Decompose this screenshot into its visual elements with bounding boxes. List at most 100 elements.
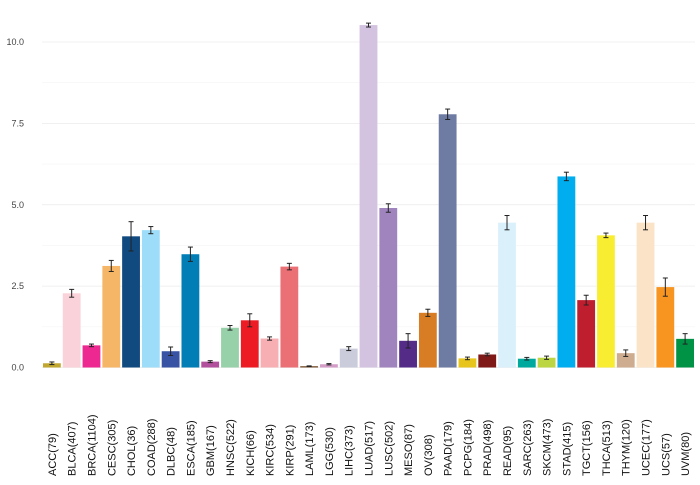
bar xyxy=(122,236,140,368)
error-bar xyxy=(148,226,154,235)
bar xyxy=(82,345,101,368)
bar xyxy=(656,287,675,368)
x-tick-label: UCEC(177) xyxy=(641,419,653,476)
x-tick-label: KIRP(291) xyxy=(284,425,296,476)
error-bar xyxy=(168,346,174,356)
bar xyxy=(676,338,695,368)
bar xyxy=(102,265,121,368)
bar xyxy=(320,364,338,368)
error-bar xyxy=(69,288,75,298)
x-tick-label: MESO(87) xyxy=(403,424,415,476)
x-tick-label: READ(95) xyxy=(502,426,514,476)
error-bar xyxy=(346,346,352,352)
error-bar xyxy=(603,232,609,239)
bar xyxy=(399,340,417,368)
x-tick-label: KIRC(534) xyxy=(265,424,277,476)
bar xyxy=(597,235,615,368)
error-bar xyxy=(306,365,312,368)
bars xyxy=(42,25,695,368)
error-bar xyxy=(583,294,589,306)
x-tick-label: LUAD(517) xyxy=(364,421,376,476)
x-tick-label: GBM(167) xyxy=(205,425,217,476)
y-tick-label: 2.5 xyxy=(11,281,24,291)
error-bar xyxy=(662,277,668,297)
y-axis-ticks: 0.0 2.5 5.0 7.5 10.0 xyxy=(6,37,24,373)
x-tick-label: THYM(120) xyxy=(621,419,633,476)
error-bar xyxy=(366,22,371,28)
error-bars xyxy=(49,22,688,368)
x-tick-label: PCPG(184) xyxy=(462,419,474,476)
error-bar xyxy=(207,360,213,364)
bar xyxy=(418,312,437,368)
bar xyxy=(201,361,220,368)
bar xyxy=(260,338,279,368)
error-bar xyxy=(128,221,134,252)
bar xyxy=(221,327,239,368)
bar xyxy=(280,266,299,368)
bar xyxy=(557,176,576,368)
error-bar xyxy=(643,214,649,231)
bar xyxy=(141,230,160,368)
bar xyxy=(339,348,358,368)
x-tick-label: ACC(79) xyxy=(47,433,59,476)
error-bar xyxy=(504,214,510,231)
y-tick-label: 0.0 xyxy=(11,363,24,373)
y-tick-label: 10.0 xyxy=(6,37,24,47)
error-bar xyxy=(108,259,114,272)
x-tick-label: OV(308) xyxy=(423,434,435,476)
x-tick-label: THCA(513) xyxy=(601,420,613,476)
error-bar xyxy=(682,333,688,345)
error-bar xyxy=(385,203,391,213)
error-bar xyxy=(88,343,94,348)
bar xyxy=(359,25,378,368)
error-bar xyxy=(405,333,411,349)
error-bar xyxy=(247,313,253,328)
bar xyxy=(517,358,536,368)
bar xyxy=(181,254,200,368)
error-bar xyxy=(544,355,550,360)
x-tick-label: KICH(66) xyxy=(245,430,257,476)
x-tick-label: LIHC(373) xyxy=(344,425,356,476)
x-axis-ticks: ACC(79) BLCA(407) BRCA(1104) CESC(305) CHOL(… xyxy=(47,414,692,476)
bar xyxy=(379,208,398,368)
error-bar xyxy=(49,361,55,366)
error-bar xyxy=(326,363,332,366)
x-tick-label: CESC(305) xyxy=(106,420,118,476)
error-bar xyxy=(484,352,490,357)
x-tick-label: BLCA(407) xyxy=(67,422,79,476)
x-tick-label: LGG(530) xyxy=(324,427,336,476)
x-tick-label: CHOL(36) xyxy=(126,426,138,476)
x-tick-label: COAD(288) xyxy=(146,419,158,476)
error-bar xyxy=(267,336,273,341)
x-tick-label: PRAD(498) xyxy=(482,420,494,476)
error-bar xyxy=(425,308,431,317)
x-tick-label: DLBC(48) xyxy=(166,427,178,476)
x-tick-label: UVM(80) xyxy=(680,432,692,476)
bar xyxy=(42,363,61,368)
error-bar xyxy=(187,246,193,262)
bar xyxy=(161,351,180,368)
y-tick-label: 7.5 xyxy=(11,118,24,128)
error-bar xyxy=(524,356,530,361)
bar xyxy=(458,358,477,368)
x-tick-label: ESCA(185) xyxy=(185,420,197,476)
bar xyxy=(478,354,497,368)
error-bar xyxy=(445,108,451,120)
x-tick-label: STAD(415) xyxy=(561,422,573,476)
x-tick-label: SKCM(473) xyxy=(542,419,554,476)
error-bar xyxy=(464,356,470,361)
bar xyxy=(636,222,655,368)
bar xyxy=(498,222,516,368)
x-tick-label: HNSC(522) xyxy=(225,419,237,476)
x-tick-label: LUSC(502) xyxy=(383,421,395,476)
error-bar xyxy=(286,262,292,271)
error-bar xyxy=(227,325,233,331)
x-tick-label: BRCA(1104) xyxy=(86,414,98,476)
error-bar xyxy=(563,171,569,182)
bar xyxy=(537,357,556,368)
x-tick-label: LAML(173) xyxy=(304,422,316,476)
error-bar xyxy=(623,349,629,357)
bar xyxy=(577,300,596,368)
